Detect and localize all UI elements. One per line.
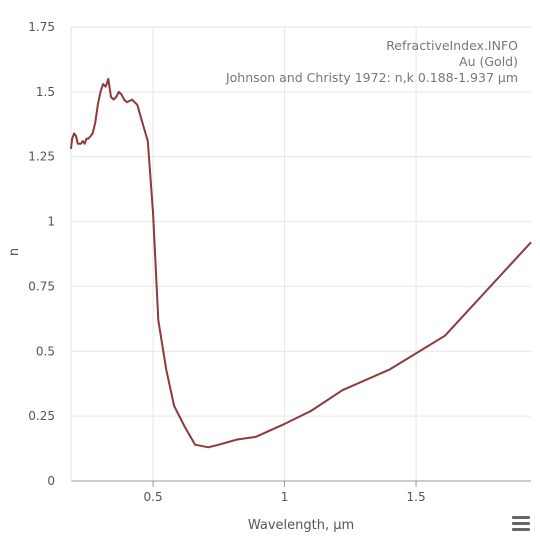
- y-tick-label: 1.75: [28, 20, 55, 34]
- x-tick-label: 0.5: [144, 490, 163, 504]
- hamburger-menu-icon[interactable]: [512, 516, 530, 532]
- menu-bar: [512, 522, 530, 525]
- y-tick-labels: 0 0.25 0.5 0.75 1 1.25 1.5 1.75: [28, 20, 55, 488]
- menu-bar: [512, 516, 530, 519]
- axes: [70, 27, 531, 487]
- menu-bar: [512, 528, 530, 531]
- x-tick-labels: 0.5 1 1.5: [144, 490, 426, 504]
- y-axis-title: n: [7, 248, 22, 256]
- series-line: [70, 77, 532, 449]
- x-tick-label: 1.5: [407, 490, 426, 504]
- y-tick-label: 0.75: [28, 279, 55, 293]
- y-tick-label: 0: [47, 474, 55, 488]
- y-tick-label: 0.25: [28, 409, 55, 423]
- annotation-material: Au (Gold): [459, 54, 518, 69]
- x-tick-label: 1: [281, 490, 289, 504]
- series-layer: [70, 77, 532, 449]
- y-tick-label: 1: [47, 215, 55, 229]
- y-tick-label: 0.5: [36, 344, 55, 358]
- x-axis-title: Wavelength, µm: [248, 518, 354, 533]
- annotation-dataset: Johnson and Christy 1972: n,k 0.188-1.93…: [225, 70, 518, 85]
- annotation-source: RefractiveIndex.INFO: [386, 38, 518, 53]
- y-tick-label: 1.5: [36, 85, 55, 99]
- grid-layer: [71, 26, 531, 481]
- y-tick-label: 1.25: [28, 150, 55, 164]
